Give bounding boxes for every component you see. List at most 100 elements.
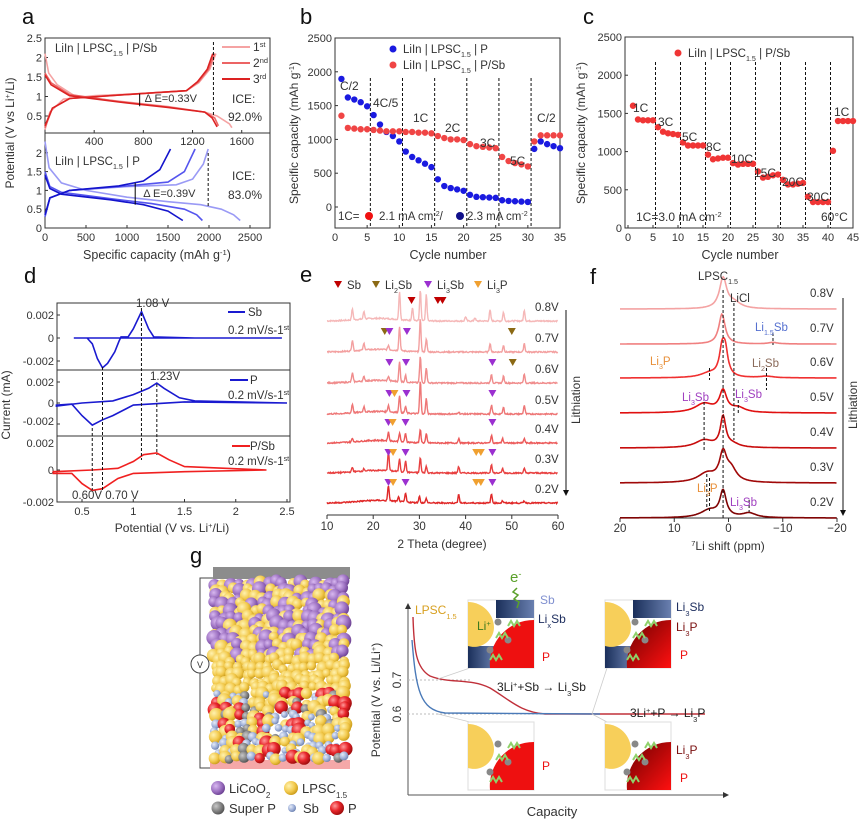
- x-tick-label: 1000: [115, 232, 139, 244]
- phase-marker: [385, 359, 394, 366]
- x-tick-label: 20: [457, 232, 469, 244]
- phase-marker: [389, 479, 398, 486]
- data-point: [689, 142, 697, 149]
- x-tick-label: 50: [505, 521, 518, 533]
- particle: [234, 720, 243, 728]
- data-point-p: [479, 193, 487, 201]
- particle: [314, 715, 327, 727]
- particle: [328, 623, 341, 636]
- data-point-p: [537, 138, 544, 145]
- phase-marker: [488, 419, 497, 426]
- x-tick-label: 2: [233, 506, 239, 518]
- data-point-p-sb: [370, 126, 377, 134]
- legend-marker: [365, 212, 373, 220]
- connector-line: [591, 713, 608, 723]
- super-p-particle: [641, 636, 649, 644]
- x-axis-label: Specific capacity (mAh g-1): [83, 248, 231, 263]
- data-point-p-sb: [428, 130, 435, 137]
- phase-marker: [402, 359, 411, 366]
- data-point-p-sb: [492, 144, 499, 152]
- sb-region: [633, 600, 671, 618]
- particle: [222, 706, 238, 722]
- species-label-part: 3: [691, 399, 695, 407]
- super-p-particle: [631, 740, 639, 748]
- legend-label-part: 1.5: [461, 51, 471, 59]
- x-tick-label: 1.5: [177, 506, 192, 518]
- data-point: [744, 160, 752, 168]
- y-axis-label-part: ): [369, 643, 383, 647]
- data-point: [844, 117, 852, 125]
- x-tick-label: 1200: [180, 136, 204, 148]
- data-point-p-sb: [524, 163, 532, 170]
- data-point: [694, 142, 702, 149]
- axis-arrow-icon: [723, 792, 729, 798]
- legend-label-part: 3: [253, 72, 260, 86]
- charge-curve-p-3: [44, 148, 172, 216]
- data-point-p-sb: [376, 127, 384, 134]
- y-tick-label: 0: [616, 223, 622, 235]
- particle: [331, 731, 340, 740]
- data-point-p: [363, 103, 371, 110]
- arrow-label: Lithiation: [846, 381, 860, 429]
- xrd-pattern-0.3V: [326, 450, 558, 475]
- phase-marker: [438, 297, 447, 304]
- species-label: Li2Sb: [752, 358, 779, 373]
- plot-title-part: 1.5: [113, 163, 123, 171]
- legend-marker: [424, 281, 432, 288]
- reaction-label-part: 3Li: [497, 680, 513, 694]
- data-point-p: [492, 194, 499, 202]
- discharge-curve-pSb-1: [44, 53, 233, 129]
- voltage-label: 0.2V: [810, 497, 834, 509]
- li-ion-label-part: +: [486, 619, 490, 628]
- legend-label: Sb: [303, 801, 319, 816]
- y-tick-label: 1000: [598, 147, 622, 159]
- legend-label: Sb: [248, 307, 262, 319]
- legend-label-part: LPSC: [302, 781, 336, 796]
- legend-marker: [474, 281, 482, 288]
- particle: [208, 730, 222, 744]
- y-tick-label: 0.5: [27, 111, 42, 123]
- data-point: [739, 160, 747, 168]
- data-point-p: [556, 144, 564, 152]
- electron-label-part: -: [518, 569, 521, 579]
- rate-label: 1C: [633, 101, 649, 115]
- rate-label: 1C: [834, 105, 850, 119]
- data-point: [669, 130, 677, 138]
- rate-label: C/2: [537, 111, 556, 125]
- lpsc-particle: [605, 602, 631, 647]
- species-label: Li3P: [650, 356, 671, 371]
- x-axis-label-part: ): [227, 248, 231, 262]
- nmr-spectrum-0.2V: [620, 488, 837, 519]
- particle: [297, 751, 311, 765]
- xrd-pattern-0.7V: [327, 319, 559, 355]
- reaction-label-part: +: [646, 706, 650, 715]
- x-tick-label: 800: [134, 136, 152, 148]
- phase-marker: [385, 390, 394, 397]
- data-point: [764, 173, 772, 181]
- data-point-p-sb: [537, 132, 544, 139]
- legend-label-part: Sb: [450, 280, 464, 292]
- species-label: Li3Sb: [682, 392, 709, 407]
- peak-label: 1.23V: [150, 371, 180, 383]
- y-axis-label-part: +: [3, 94, 12, 98]
- rate-label: 15C: [754, 166, 776, 180]
- data-point-p: [511, 198, 519, 205]
- species-label-part: Li: [730, 497, 739, 509]
- plot-title-part: LiIn | LPSC: [55, 43, 113, 55]
- legend-label-part: st: [260, 40, 267, 49]
- lpsc-label-part: 1.5: [446, 612, 456, 621]
- data-point-p: [389, 132, 397, 140]
- x-tick-label: 0.5: [74, 506, 89, 518]
- x-tick-label: 0: [625, 232, 631, 244]
- data-point-p-sb: [460, 136, 467, 144]
- data-point: [819, 198, 827, 206]
- voltage-label: 0.3V: [810, 462, 834, 474]
- y-tick-label: 2.5: [27, 33, 42, 45]
- sb-label: Sb: [540, 593, 555, 607]
- y-tick-label: 1: [36, 185, 42, 197]
- data-point: [664, 130, 672, 137]
- li3p-label-part: Li: [676, 743, 685, 757]
- data-point-p-sb: [351, 125, 358, 132]
- y-axis-label-part: +: [369, 647, 378, 651]
- y-tick-label: -0.002: [23, 497, 54, 509]
